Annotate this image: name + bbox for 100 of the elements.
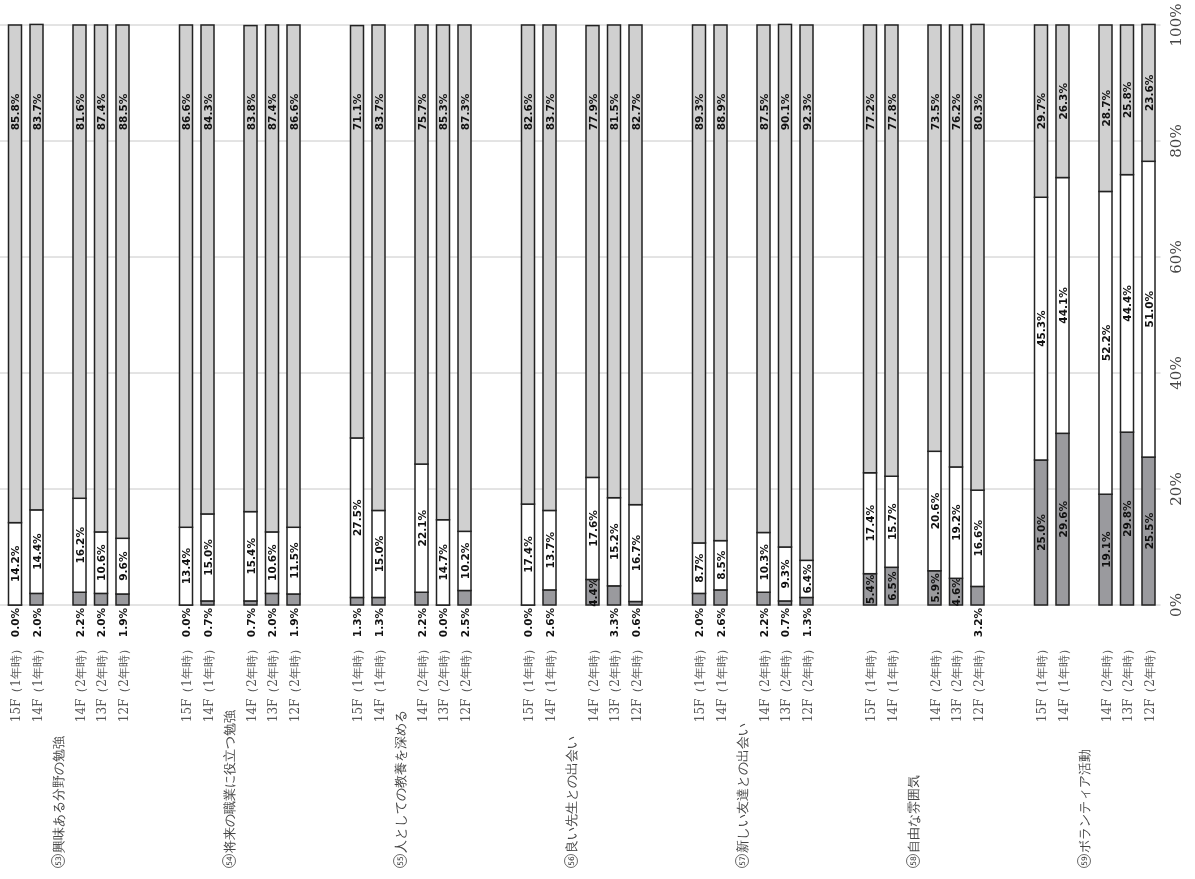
data-label: 16.6% [971, 519, 984, 557]
data-label: 17.4% [864, 504, 876, 542]
x-tick-label: 14F（1年時） [1056, 643, 1071, 723]
data-label: 85.3% [437, 93, 449, 131]
data-label: 2.0% [95, 607, 107, 638]
data-label: 23.6% [1142, 74, 1155, 112]
data-label: 80.3% [971, 93, 984, 131]
x-tick-label: 14F（1年時） [372, 643, 387, 723]
x-tick-label: 14F（1年時） [30, 643, 45, 723]
data-label: 45.3% [1035, 309, 1047, 347]
data-label: 25.0% [1035, 513, 1047, 551]
x-tick-label: 14F（2年時） [757, 643, 772, 723]
data-label: 87.4% [266, 93, 278, 131]
x-tick-label: 14F（1年時） [543, 643, 558, 723]
x-tick-label: 15F（1年時） [1035, 643, 1049, 723]
data-label: 13.4% [180, 547, 192, 585]
data-label: 2.0% [30, 607, 43, 638]
data-label: 2.6% [714, 607, 727, 638]
data-label: 29.8% [1121, 499, 1133, 537]
data-label: 3.2% [971, 607, 984, 638]
data-label: 28.7% [1099, 89, 1112, 127]
data-label: 89.3% [693, 93, 705, 131]
data-label: 29.6% [1056, 500, 1069, 538]
data-label: 0.0% [522, 607, 534, 638]
data-label: 0.0% [180, 607, 192, 638]
data-label: 10.6% [266, 543, 278, 581]
data-label: 9.3% [779, 558, 791, 589]
y-tick-label: 40% [1166, 356, 1185, 390]
data-label: 2.2% [73, 607, 86, 638]
x-tick-label: 14F（2年時） [928, 643, 943, 723]
data-label: 75.7% [415, 93, 428, 131]
data-label: 0.0% [9, 607, 21, 638]
x-tick-label: 15F（1年時） [864, 643, 878, 723]
data-label: 22.1% [415, 509, 428, 547]
x-tick-label: 13F（2年時） [608, 643, 622, 723]
data-label: 83.7% [30, 93, 43, 131]
data-label: 92.3% [800, 93, 813, 131]
x-tick-label: 15F（1年時） [693, 643, 707, 723]
data-label: 17.6% [586, 509, 599, 547]
x-tick-label: 12F（2年時） [629, 643, 644, 723]
data-label: 5.9% [928, 572, 941, 603]
data-label: 15.0% [201, 538, 214, 576]
data-label: 16.7% [629, 534, 642, 572]
data-label: 14.2% [9, 545, 21, 583]
data-label: 14.7% [437, 543, 449, 581]
x-tick-label: 15F（1年時） [351, 643, 365, 723]
data-label: 84.3% [201, 93, 214, 131]
data-label: 13.7% [543, 531, 556, 569]
data-label: 11.5% [287, 541, 300, 579]
data-label: 85.8% [9, 93, 21, 131]
data-label: 8.5% [714, 550, 727, 580]
data-label: 76.2% [950, 93, 962, 131]
x-tick-label: 12F（2年時） [1142, 643, 1157, 723]
data-label: 15.4% [244, 537, 257, 575]
data-label: 81.5% [608, 93, 620, 131]
data-label: 29.7% [1035, 92, 1047, 130]
data-label: 86.6% [287, 93, 300, 131]
data-label: 87.4% [95, 93, 107, 131]
data-label: 9.6% [116, 551, 129, 581]
data-label: 2.0% [266, 607, 278, 638]
x-tick-label: 13F（2年時） [779, 643, 793, 723]
data-label: 87.5% [757, 93, 770, 131]
data-label: 16.2% [73, 526, 86, 564]
data-label: 1.9% [287, 607, 300, 638]
data-label: 10.3% [757, 543, 770, 581]
data-label: 10.2% [458, 542, 471, 580]
x-tick-label: 14F（2年時） [586, 643, 601, 723]
y-tick-label: 80% [1166, 124, 1185, 158]
x-tick-label: 14F（1年時） [885, 643, 900, 723]
data-label: 14.4% [30, 532, 43, 570]
data-label: 1.3% [372, 607, 385, 638]
data-label: 77.8% [885, 93, 898, 131]
data-label: 6.4% [800, 563, 813, 594]
data-label: 81.6% [73, 93, 86, 131]
data-label: 2.0% [693, 607, 705, 638]
data-label: 82.6% [522, 93, 534, 131]
data-label: 26.3% [1056, 82, 1069, 120]
data-label: 90.1% [779, 93, 791, 131]
data-label: 3.3% [608, 607, 620, 638]
x-tick-label: 14F（2年時） [73, 643, 88, 723]
data-label: 51.0% [1142, 290, 1155, 328]
data-label: 88.9% [714, 93, 727, 131]
data-label: 8.7% [693, 553, 705, 583]
data-label: 73.5% [928, 93, 941, 131]
data-label: 17.4% [522, 535, 534, 573]
data-label: 83.7% [543, 93, 556, 131]
y-tick-label: 20% [1166, 472, 1185, 506]
y-tick-label: 0% [1166, 593, 1185, 617]
data-label: 6.5% [885, 571, 898, 601]
data-label: 15.7% [885, 503, 898, 540]
x-tick-label: 14F（1年時） [714, 643, 729, 723]
data-label: 4.6% [950, 576, 962, 607]
data-label: 20.6% [928, 492, 941, 530]
data-label: 77.9% [586, 93, 599, 131]
x-tick-label: 14F（2年時） [244, 643, 259, 723]
data-label: 1.3% [800, 607, 813, 638]
data-label: 82.7% [629, 93, 642, 131]
data-label: 5.4% [864, 574, 876, 604]
data-label: 10.6% [95, 543, 107, 581]
data-label: 19.2% [950, 503, 962, 541]
